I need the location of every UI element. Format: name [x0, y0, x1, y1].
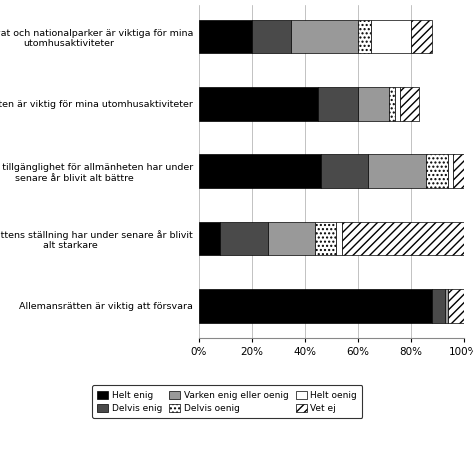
Bar: [268, 222, 315, 255]
Bar: [318, 87, 358, 121]
Bar: [394, 87, 400, 121]
Bar: [368, 154, 427, 188]
Bar: [400, 87, 419, 121]
Legend: Helt enig, Delvis enig, Varken enig eller oenig, Delvis oenig, Helt oenig, Vet e: Helt enig, Delvis enig, Varken enig elle…: [92, 386, 362, 418]
Bar: [389, 87, 394, 121]
Bar: [358, 20, 371, 53]
Bar: [427, 154, 447, 188]
Bar: [199, 87, 318, 121]
Bar: [199, 154, 321, 188]
Bar: [342, 222, 464, 255]
Bar: [220, 222, 268, 255]
Bar: [252, 20, 291, 53]
Bar: [199, 222, 220, 255]
Bar: [432, 289, 445, 323]
Bar: [291, 20, 358, 53]
Bar: [315, 222, 336, 255]
Bar: [445, 289, 447, 323]
Bar: [371, 20, 411, 53]
Bar: [447, 289, 464, 323]
Bar: [199, 20, 252, 53]
Bar: [358, 87, 389, 121]
Bar: [321, 154, 368, 188]
Bar: [453, 154, 473, 188]
Bar: [336, 222, 342, 255]
Bar: [199, 289, 432, 323]
Bar: [447, 154, 453, 188]
Bar: [411, 20, 432, 53]
